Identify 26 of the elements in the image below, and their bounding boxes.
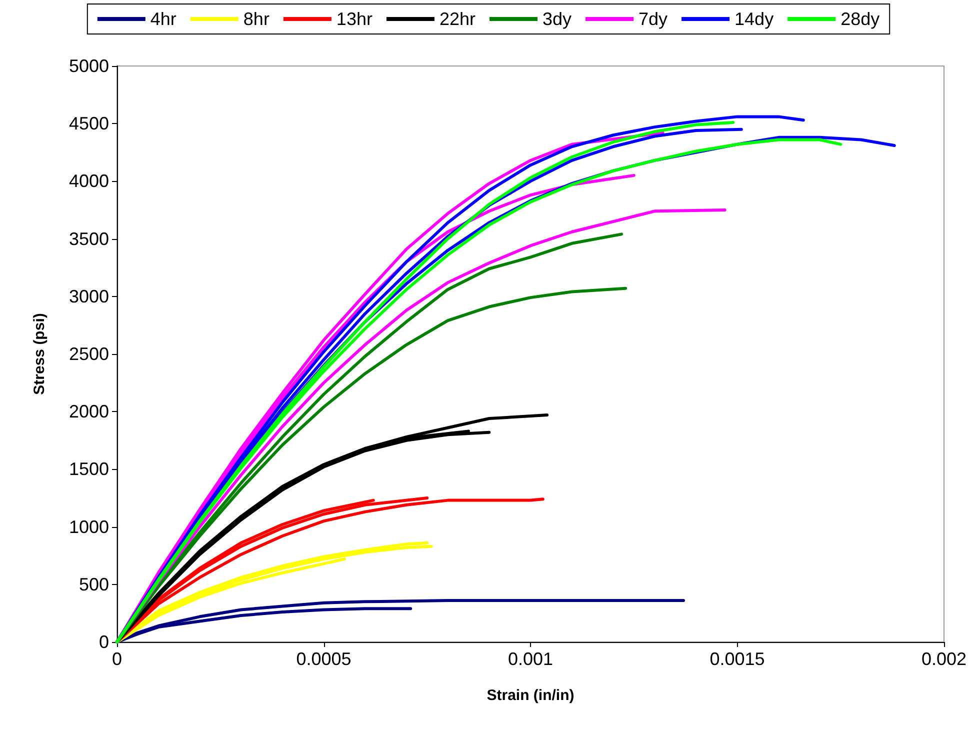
y-tick-label: 1000 [68,516,109,537]
y-tick-label: 0 [98,632,109,652]
y-tick-label: 5000 [68,56,109,76]
y-tick-label: 4000 [68,171,109,192]
x-axis-title: Strain (in/in) [486,687,574,704]
legend-label: 13hr [336,9,372,29]
legend-label: 14dy [734,9,774,29]
x-tick-label: 0.0015 [710,649,765,669]
x-tick-label: 0.002 [921,649,967,669]
y-tick-label: 4500 [68,114,109,134]
y-tick-label: 1500 [68,459,109,480]
y-tick-label: 3000 [68,286,109,306]
y-tick-label: 2000 [68,402,109,422]
legend-label: 7dy [638,9,668,29]
x-tick-label: 0.001 [508,649,554,669]
y-axis-title: Stress (psi) [31,313,48,395]
legend-label: 28dy [840,9,880,29]
x-tick-label: 0 [112,649,122,669]
legend-label: 3dy [542,9,572,29]
y-tick-label: 500 [78,574,109,594]
legend-label: 8hr [243,9,270,29]
y-tick-label: 2500 [68,344,109,364]
y-tick-label: 3500 [68,228,109,249]
x-tick-label: 0.0005 [296,649,352,669]
legend-label: 4hr [150,9,176,29]
legend-label: 22hr [439,9,476,29]
